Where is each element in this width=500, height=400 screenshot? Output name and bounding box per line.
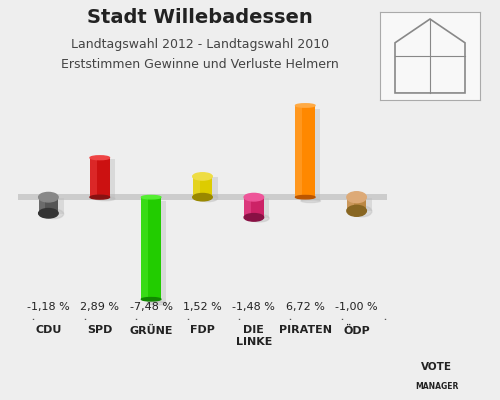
Ellipse shape: [250, 214, 269, 222]
Polygon shape: [301, 109, 320, 201]
Text: DIE
LINKE: DIE LINKE: [236, 326, 272, 347]
Bar: [38, 197, 46, 213]
Bar: [90, 158, 97, 197]
Ellipse shape: [90, 156, 110, 160]
Polygon shape: [44, 198, 64, 214]
Ellipse shape: [244, 214, 264, 221]
Text: 6,72 %: 6,72 %: [286, 302, 325, 312]
Bar: [347, 197, 366, 211]
Text: ÖDP: ÖDP: [343, 326, 370, 336]
Text: -1,00 %: -1,00 %: [336, 302, 378, 312]
Ellipse shape: [352, 206, 372, 217]
Polygon shape: [352, 198, 372, 211]
Bar: [296, 106, 302, 197]
Ellipse shape: [347, 205, 366, 216]
Ellipse shape: [244, 193, 264, 201]
Text: PIRATEN: PIRATEN: [278, 326, 332, 336]
Bar: [142, 197, 161, 299]
Bar: [38, 197, 58, 213]
Text: VOTE: VOTE: [421, 362, 452, 372]
Text: Landtagswahl 2012 - Landtagswahl 2010: Landtagswahl 2012 - Landtagswahl 2010: [71, 38, 329, 51]
Bar: [296, 106, 315, 197]
Bar: [142, 197, 148, 299]
Bar: [192, 176, 212, 197]
Ellipse shape: [44, 209, 64, 219]
Text: -7,48 %: -7,48 %: [130, 302, 172, 312]
Bar: [192, 176, 200, 197]
Polygon shape: [250, 198, 269, 218]
Ellipse shape: [147, 302, 167, 305]
Bar: [18, 194, 388, 200]
Ellipse shape: [301, 199, 320, 202]
Ellipse shape: [192, 173, 212, 180]
Text: -1,18 %: -1,18 %: [27, 302, 70, 312]
Polygon shape: [96, 159, 115, 199]
Ellipse shape: [38, 208, 58, 218]
Text: 1,52 %: 1,52 %: [183, 302, 222, 312]
Text: GRÜNE: GRÜNE: [130, 326, 173, 336]
Ellipse shape: [142, 196, 161, 199]
Bar: [90, 158, 110, 197]
Ellipse shape: [142, 298, 161, 301]
Text: Stadt Willebadessen: Stadt Willebadessen: [87, 8, 313, 27]
Ellipse shape: [296, 196, 315, 199]
Ellipse shape: [192, 194, 212, 201]
Bar: [347, 197, 354, 211]
Polygon shape: [198, 177, 218, 198]
Bar: [244, 197, 251, 217]
Ellipse shape: [38, 192, 58, 202]
Text: -1,48 %: -1,48 %: [232, 302, 276, 312]
Ellipse shape: [296, 104, 315, 107]
Text: MANAGER: MANAGER: [415, 382, 458, 391]
Ellipse shape: [96, 197, 115, 201]
Ellipse shape: [347, 192, 366, 203]
Text: SPD: SPD: [87, 326, 112, 336]
Ellipse shape: [90, 195, 110, 199]
Bar: [244, 197, 264, 217]
Text: CDU: CDU: [35, 326, 62, 336]
Text: FDP: FDP: [190, 326, 215, 336]
Ellipse shape: [198, 194, 218, 202]
Polygon shape: [147, 201, 167, 303]
Text: 2,89 %: 2,89 %: [80, 302, 120, 312]
Text: Erststimmen Gewinne und Verluste Helmern: Erststimmen Gewinne und Verluste Helmern: [61, 58, 339, 71]
